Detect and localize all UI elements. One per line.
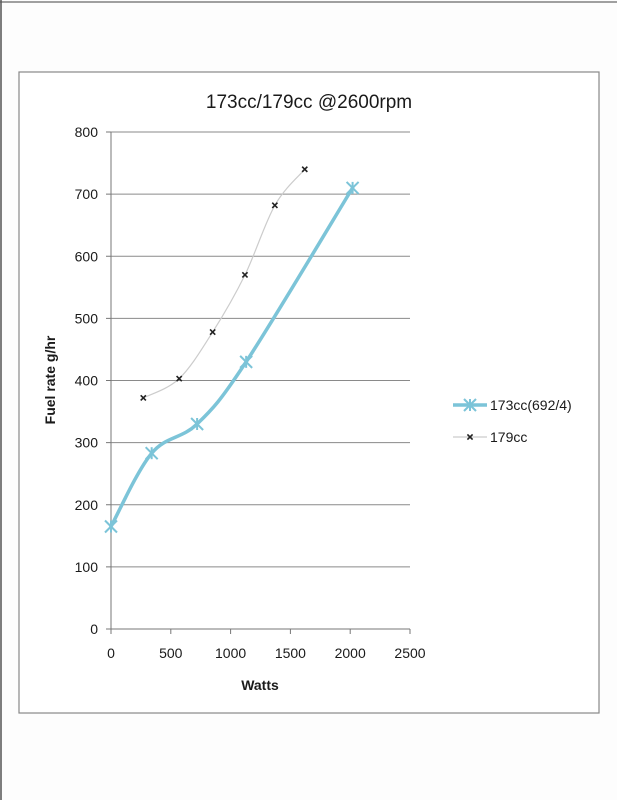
data-point-series-1 <box>239 355 253 369</box>
chart-frame <box>18 71 600 714</box>
legend: 173cc(692/4) 179cc <box>453 397 572 445</box>
data-point-series-1 <box>144 446 159 460</box>
x-tick-label: 1500 <box>275 645 306 661</box>
y-tick-label: 400 <box>75 373 99 389</box>
legend-label-1: 173cc(692/4) <box>490 397 572 413</box>
chart-title: 173cc/179cc @2600rpm <box>206 92 412 113</box>
data-point-series-2 <box>140 394 147 402</box>
data-point-series-1 <box>190 417 204 431</box>
data-point-series-2 <box>271 202 279 209</box>
axes: 0 100 200 300 400 500 600 700 800 0 500 1000 1500 200… <box>75 124 426 661</box>
y-tick-label: 100 <box>75 559 99 575</box>
x-axis-label: Watts <box>241 677 279 693</box>
series-layer <box>104 166 360 534</box>
y-tick-label: 600 <box>75 248 99 264</box>
data-point-series-2 <box>176 375 183 382</box>
x-tick-label: 2500 <box>394 645 425 661</box>
data-point-series-1 <box>345 181 360 195</box>
y-tick-label: 700 <box>75 186 99 202</box>
legend-marker-2 <box>466 433 474 441</box>
legend-label-2: 179cc <box>490 429 527 445</box>
legend-marker-1 <box>463 398 477 412</box>
gridlines <box>111 131 410 568</box>
y-tick-label: 0 <box>90 621 98 637</box>
y-tick-label: 800 <box>75 124 99 140</box>
y-tick-label: 200 <box>75 497 99 513</box>
x-tick-label: 500 <box>159 645 183 661</box>
y-axis-label: Fuel rate g/hr <box>42 335 58 424</box>
data-point-series-2 <box>209 328 216 336</box>
x-tick-label: 0 <box>107 645 115 661</box>
x-tick-label: 1000 <box>215 645 246 661</box>
y-tick-label: 500 <box>75 310 99 326</box>
x-tick-label: 2000 <box>335 645 366 661</box>
data-point-series-1 <box>104 519 118 534</box>
data-point-series-2 <box>241 271 249 279</box>
series-line-1 <box>109 186 355 529</box>
data-point-series-2 <box>301 166 308 173</box>
y-tick-label: 300 <box>75 435 99 451</box>
